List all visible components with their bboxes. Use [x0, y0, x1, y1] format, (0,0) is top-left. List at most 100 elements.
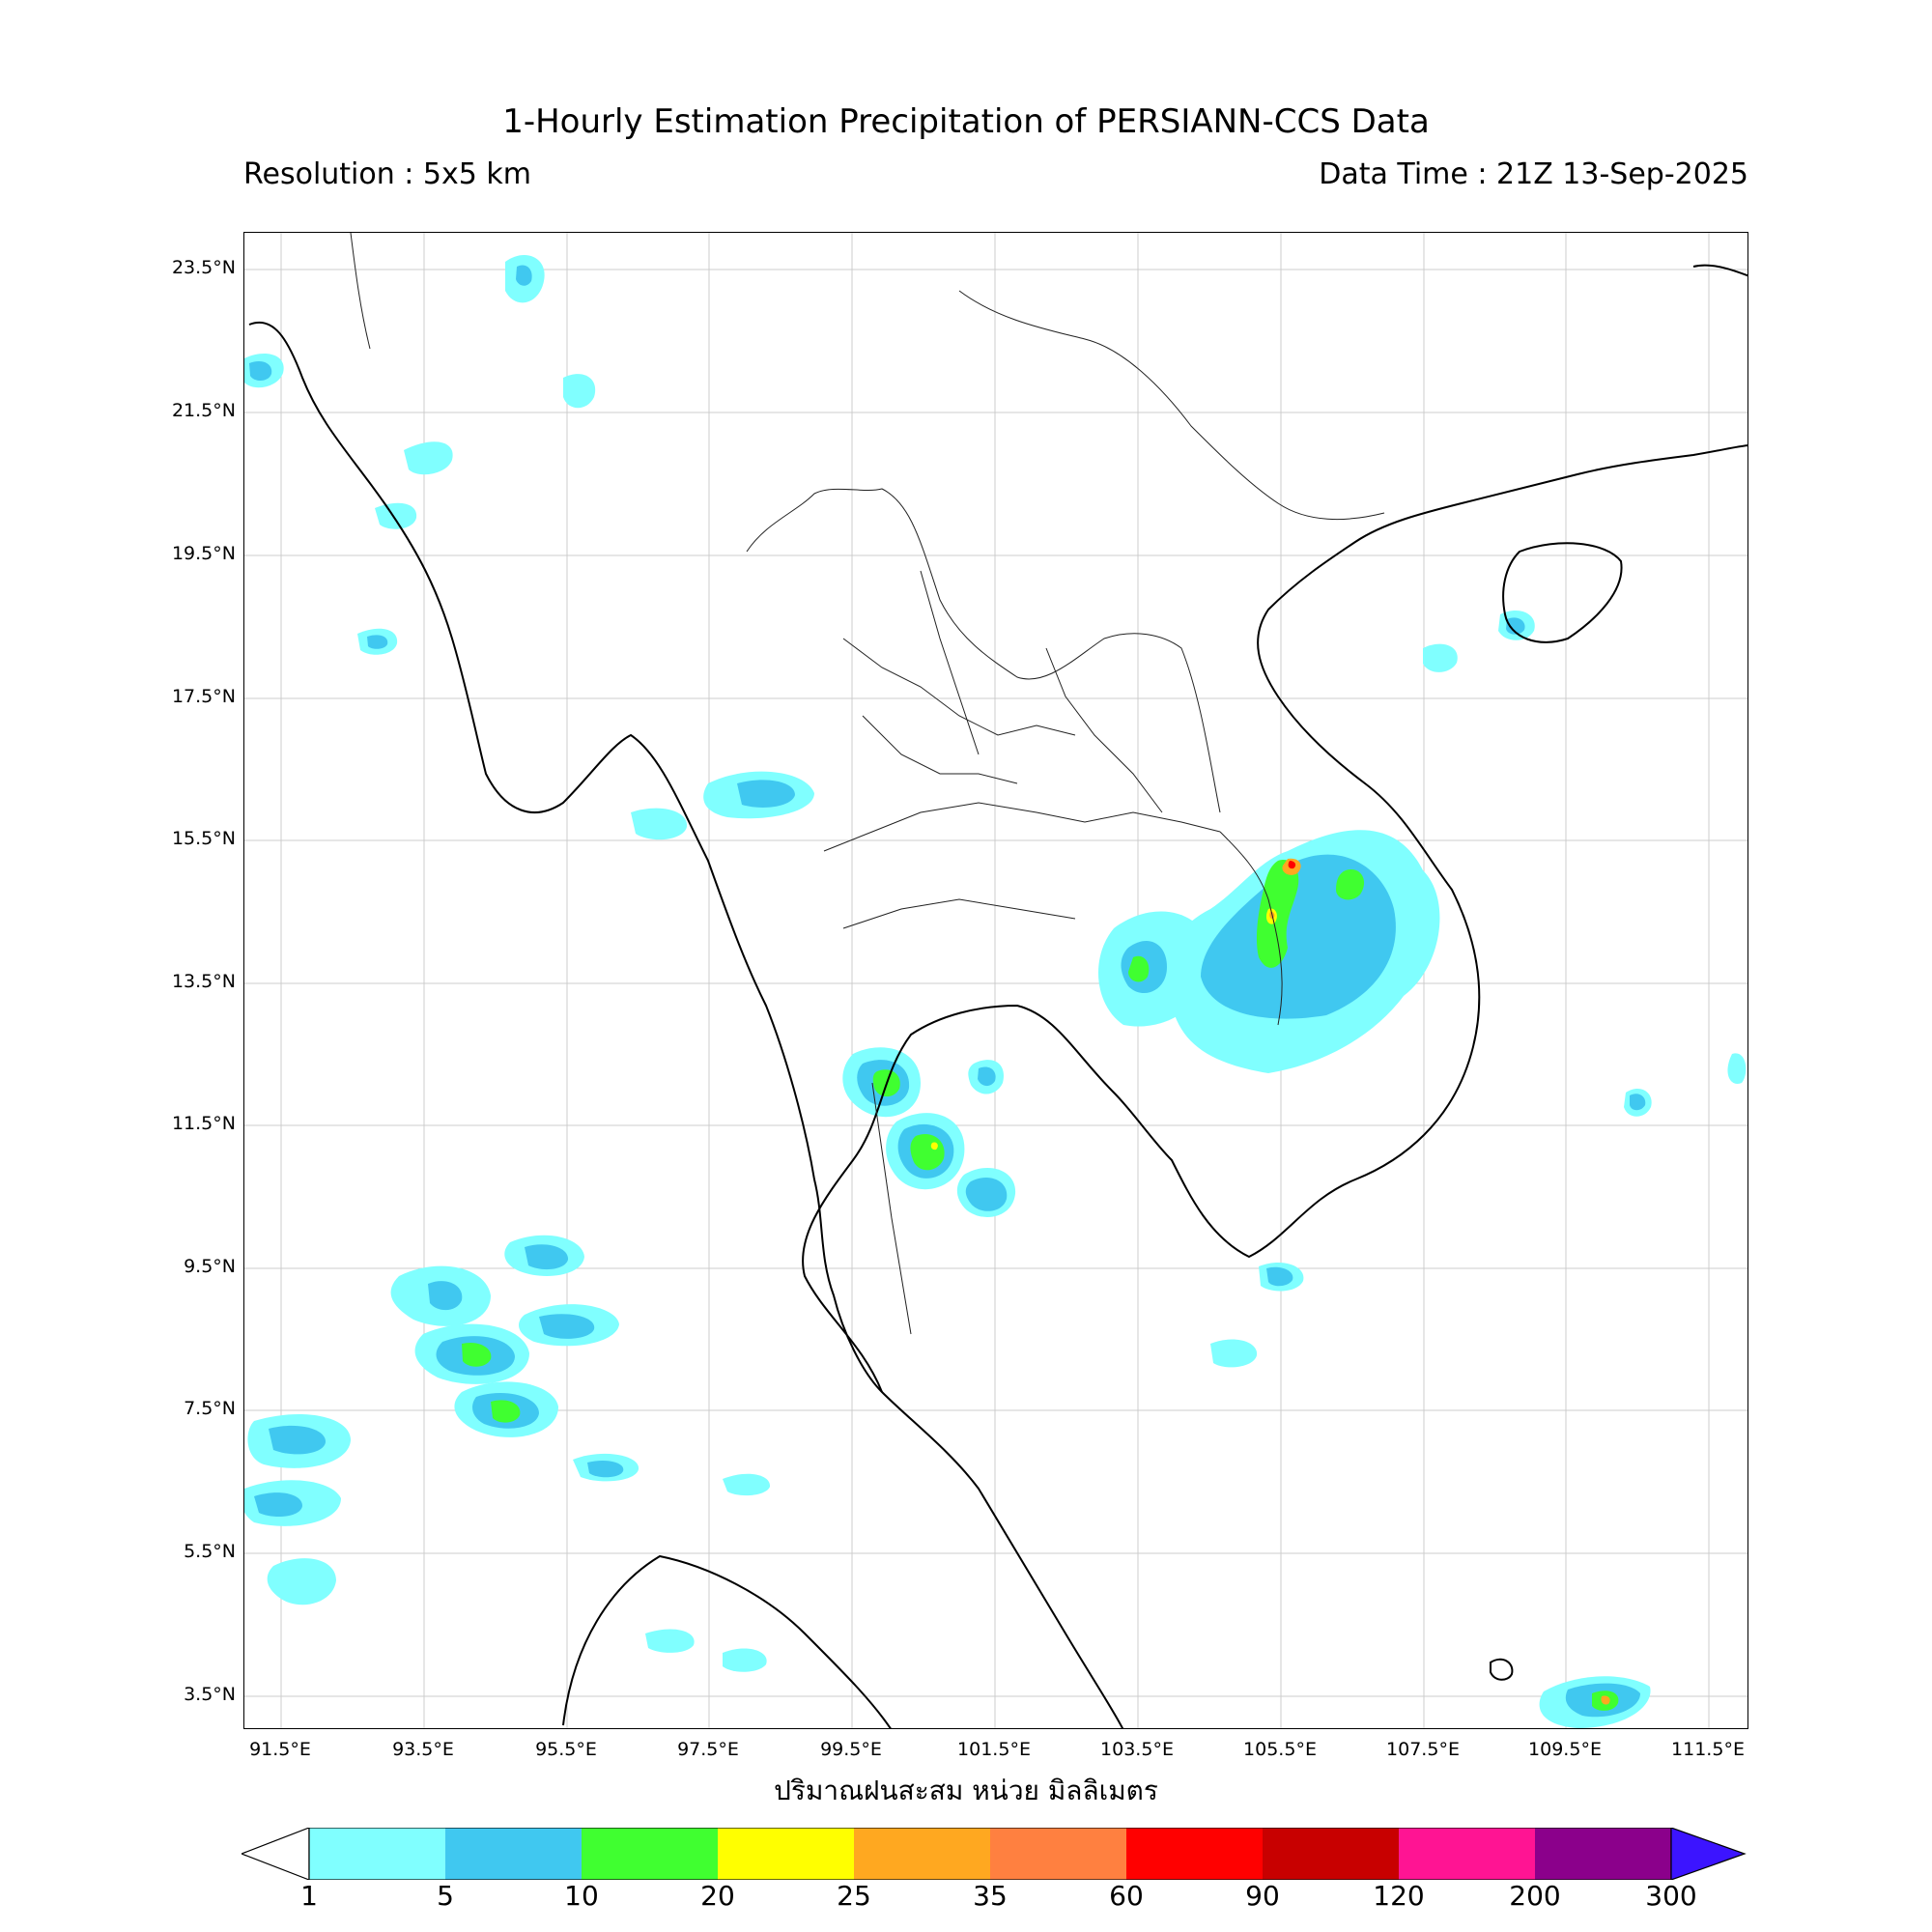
rain-area [428, 1281, 463, 1311]
rain-area [1210, 1339, 1258, 1368]
rain-area [978, 1066, 996, 1087]
rain-area [375, 502, 417, 529]
coastline [248, 322, 1124, 1728]
province-line [920, 570, 980, 755]
precipitation-map [243, 232, 1748, 1729]
resolution-label: Resolution : 5x5 km [243, 157, 531, 191]
rain-area [723, 1473, 771, 1496]
colorbar-tick: 200 [1509, 1880, 1561, 1912]
rain-area [1727, 1053, 1747, 1084]
colorbar-cell [1126, 1828, 1263, 1880]
colorbar-cell [309, 1828, 445, 1880]
rain-area [491, 1400, 521, 1423]
rain-area [254, 1492, 302, 1518]
province-line [842, 638, 1076, 736]
lat-label: 9.5°N [184, 1256, 236, 1277]
lon-label: 109.5°E [1528, 1739, 1602, 1760]
rain-area [1601, 1695, 1610, 1705]
colorbar-tick: 120 [1373, 1880, 1425, 1912]
coastline [1692, 264, 1747, 277]
colorbar-cell [1263, 1828, 1399, 1880]
island-coast [1490, 1658, 1514, 1681]
colorbar-tick: 5 [437, 1880, 454, 1912]
rain-area [1266, 1266, 1293, 1287]
rain-field [244, 254, 1747, 1728]
lat-label: 17.5°N [171, 686, 236, 707]
rain-area [723, 1648, 767, 1672]
hainan-coast [1502, 542, 1623, 643]
sumatra-coast [562, 1554, 892, 1728]
data-time-label: Data Time : 21Z 13-Sep-2025 [1319, 157, 1748, 191]
province-line [823, 802, 1221, 852]
colorbar-over-arrow [1670, 1828, 1747, 1880]
border-line [746, 488, 1221, 813]
rain-area [249, 361, 272, 382]
rain-area [1423, 643, 1458, 672]
lon-label: 93.5°E [392, 1739, 454, 1760]
province-line [862, 715, 1018, 784]
colorbar-under-arrow [242, 1828, 310, 1880]
colorbar-tick: 90 [1245, 1880, 1280, 1912]
rain-area [267, 1558, 336, 1605]
graticule [244, 233, 1747, 1728]
rain-area [930, 1142, 938, 1151]
lon-label: 107.5°E [1386, 1739, 1460, 1760]
lon-label: 105.5°E [1243, 1739, 1317, 1760]
rain-area [965, 1178, 1008, 1211]
rain-area [737, 780, 795, 808]
border-line [1219, 831, 1283, 1026]
lon-label: 103.5°E [1100, 1739, 1174, 1760]
province-line [871, 1082, 912, 1335]
lat-label: 13.5°N [171, 971, 236, 992]
colorbar-cell [1535, 1828, 1671, 1880]
rain-area [367, 635, 388, 649]
lat-label: 3.5°N [184, 1684, 236, 1705]
rain-area [1256, 860, 1299, 968]
colorbar-tick: 35 [973, 1880, 1008, 1912]
colorbar-cell [718, 1828, 854, 1880]
rain-area [539, 1314, 595, 1339]
colorbar-tick: 20 [700, 1880, 735, 1912]
coastline [802, 444, 1747, 1393]
colorbar-tick: 25 [837, 1880, 871, 1912]
colorbar-tick: 300 [1645, 1880, 1697, 1912]
lon-label: 91.5°E [249, 1739, 311, 1760]
colorbar-cell [854, 1828, 990, 1880]
province-line [842, 898, 1076, 929]
lon-label: 97.5°E [677, 1739, 739, 1760]
coastlines [248, 264, 1747, 1728]
colorbar-cell [582, 1828, 718, 1880]
lat-label: 21.5°N [171, 400, 236, 421]
colorbar-tick: 60 [1109, 1880, 1144, 1912]
lon-label: 101.5°E [957, 1739, 1031, 1760]
border-line [350, 233, 371, 350]
lon-label: 99.5°E [820, 1739, 882, 1760]
map-title: 1-Hourly Estimation Precipitation of PER… [502, 102, 1430, 141]
rain-area [1336, 869, 1365, 900]
rain-area [563, 374, 596, 409]
lat-label: 15.5°N [171, 828, 236, 849]
province-line [1045, 647, 1163, 813]
rain-area [404, 441, 453, 475]
rain-area [645, 1629, 695, 1653]
rain-area [516, 265, 532, 286]
rain-area [1288, 861, 1296, 869]
lat-label: 5.5°N [184, 1541, 236, 1562]
lon-label: 95.5°E [535, 1739, 597, 1760]
rain-area [462, 1342, 492, 1367]
unit-label: ปริมาณฝนสะสม หน่วย มิลลิเมตร [774, 1775, 1158, 1806]
map-canvas [244, 233, 1747, 1728]
rain-area [525, 1244, 569, 1270]
rain-area [1128, 955, 1150, 982]
colorbar-cells [308, 1828, 1672, 1880]
rain-area [1506, 617, 1525, 635]
colorbar-tick: 1 [300, 1880, 318, 1912]
rain-area [1630, 1094, 1646, 1111]
colorbar-cell [445, 1828, 582, 1880]
lon-label: 111.5°E [1671, 1739, 1745, 1760]
rain-area [631, 808, 688, 840]
admin-boundaries [350, 233, 1385, 1335]
rain-area [269, 1425, 327, 1455]
colorbar [242, 1828, 1747, 1880]
lat-label: 19.5°N [171, 543, 236, 564]
